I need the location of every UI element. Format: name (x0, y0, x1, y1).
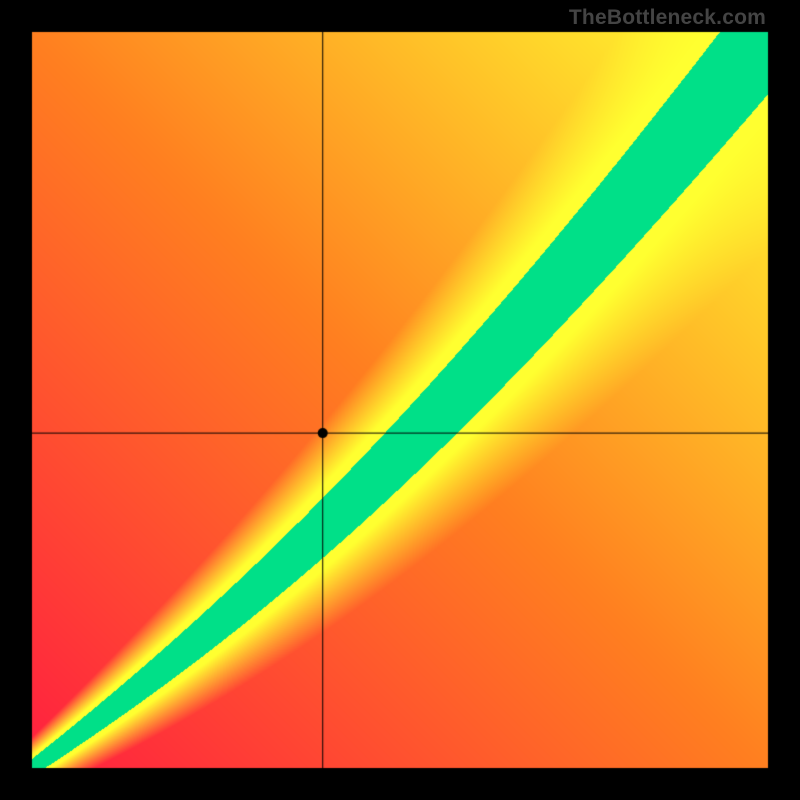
chart-container: TheBottleneck.com (0, 0, 800, 800)
watermark-text: TheBottleneck.com (569, 6, 766, 30)
heatmap-canvas (0, 0, 800, 800)
